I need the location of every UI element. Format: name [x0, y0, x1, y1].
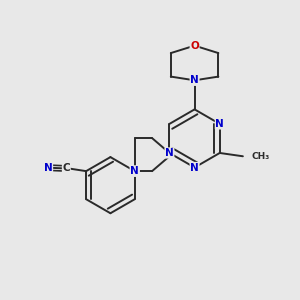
Text: CH₃: CH₃	[251, 152, 269, 161]
Text: N: N	[44, 163, 52, 173]
Text: N: N	[130, 166, 139, 176]
Text: C: C	[62, 164, 70, 173]
Text: N: N	[130, 166, 139, 176]
Text: N: N	[165, 148, 174, 158]
Text: N: N	[190, 75, 199, 85]
Text: O: O	[190, 40, 199, 51]
Text: N: N	[190, 163, 199, 172]
Text: N: N	[215, 119, 224, 129]
